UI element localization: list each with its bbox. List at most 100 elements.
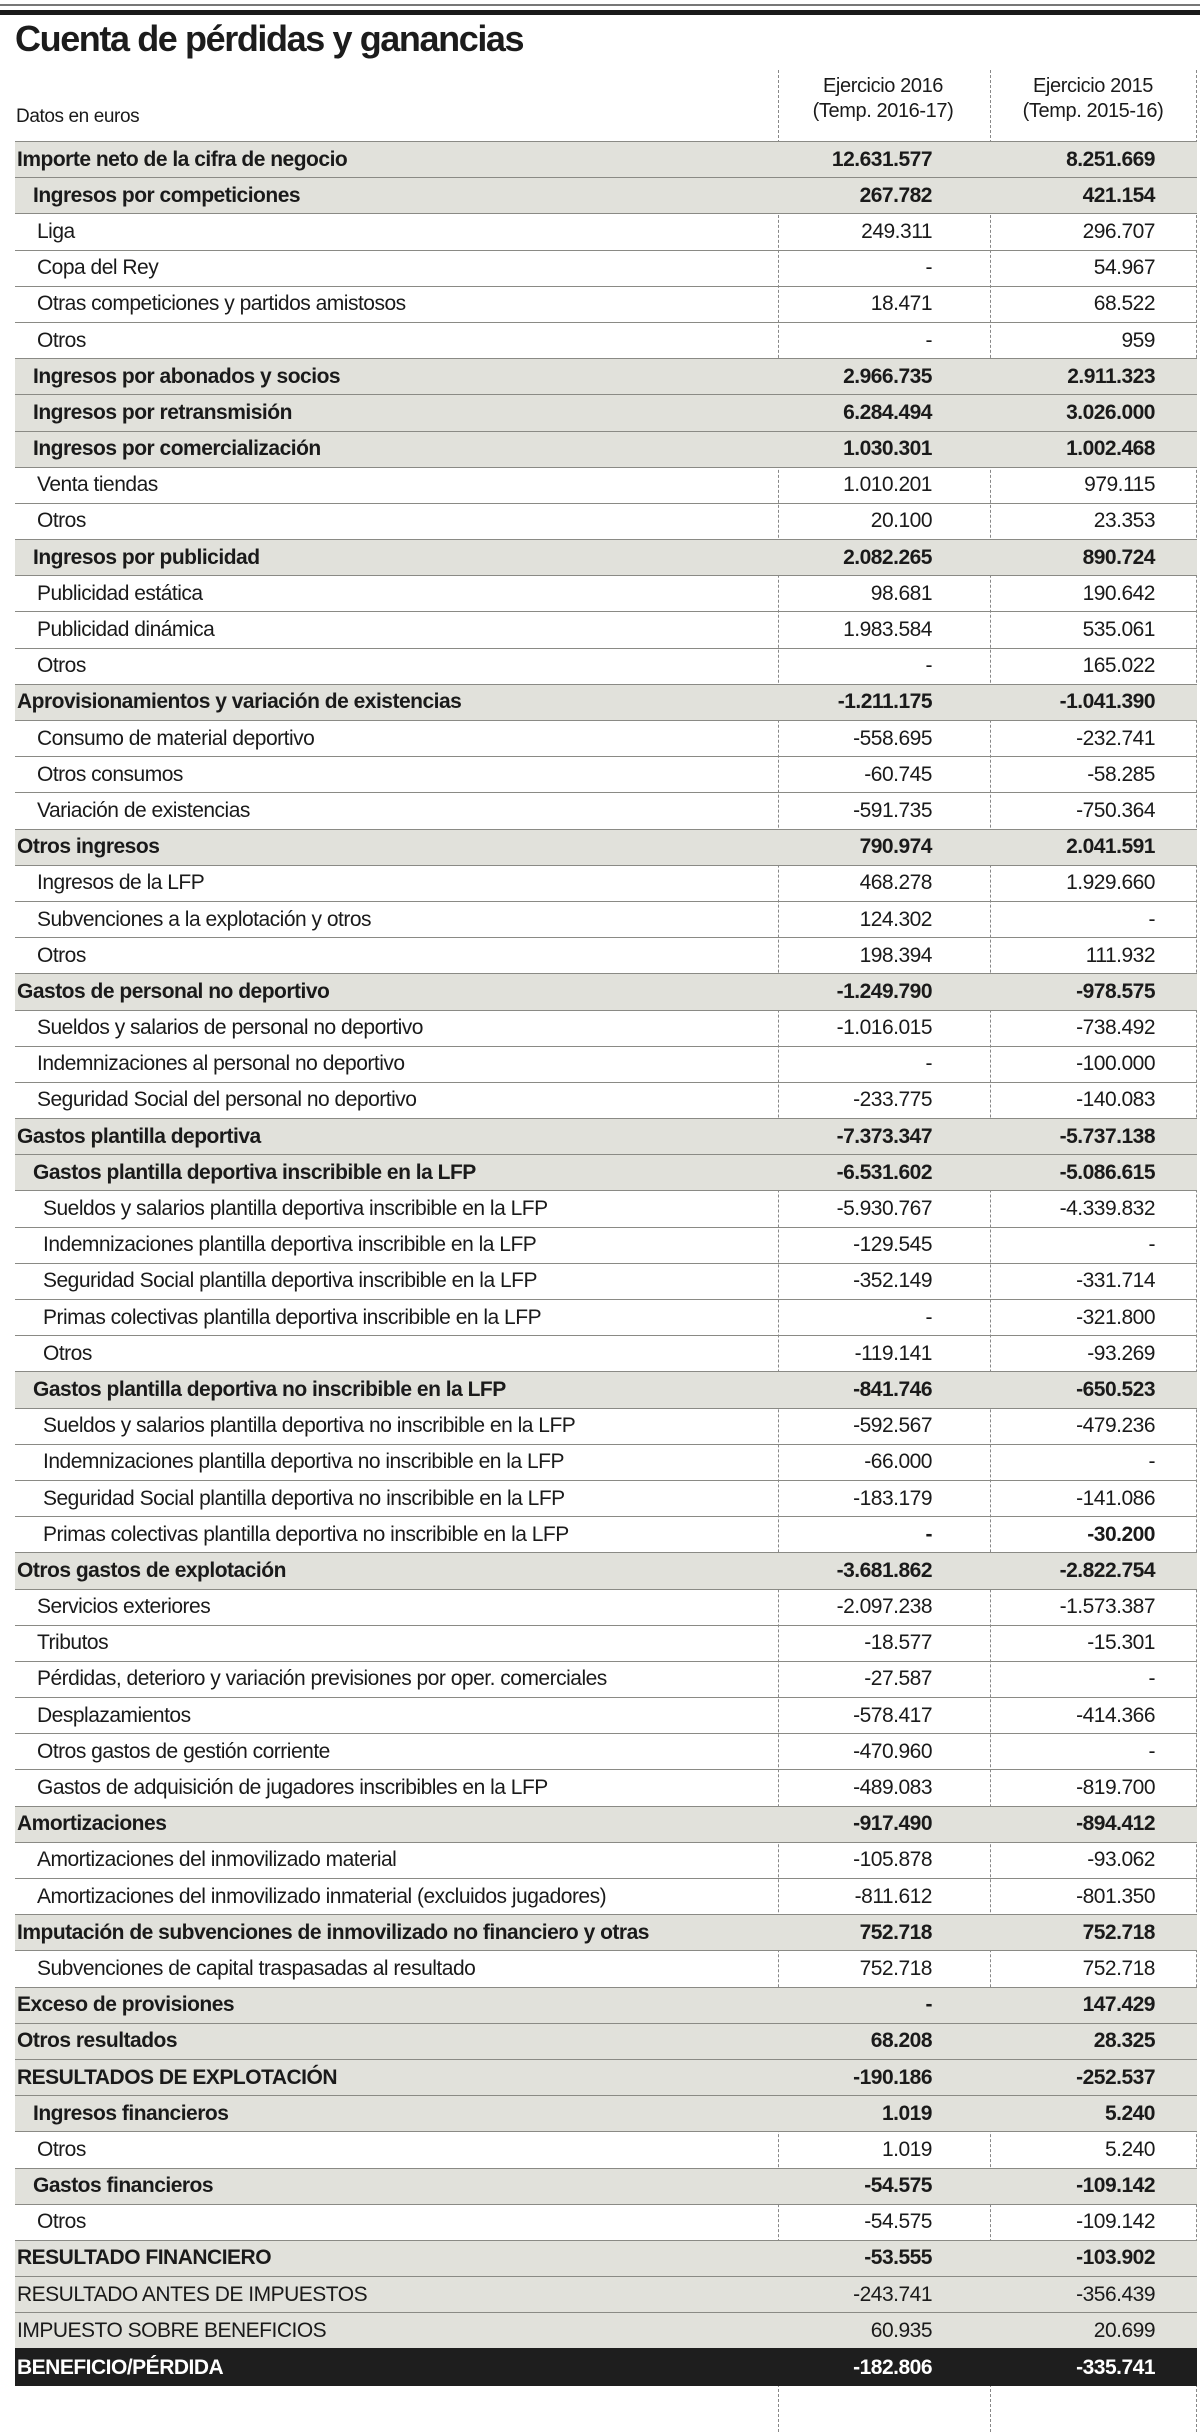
table-row: Otros consumos -60.745 -58.285 bbox=[15, 756, 1197, 792]
table-row: Indemnizaciones al personal no deportivo… bbox=[15, 1045, 1197, 1082]
value-2016: 1.019 bbox=[881, 2101, 933, 2125]
value-2016: - bbox=[925, 1052, 933, 1076]
row-label: Otros gastos de gestión corriente bbox=[37, 1739, 330, 1763]
table-row: Subvenciones de capital traspasadas al r… bbox=[15, 1950, 1197, 1986]
row-label: Exceso de provisiones bbox=[17, 1993, 235, 2017]
row-label: Liga bbox=[37, 219, 75, 243]
table-row: Imputación de subvenciones de inmoviliza… bbox=[15, 1914, 1197, 1951]
value-2015: 1.002.468 bbox=[1066, 437, 1155, 461]
row-label: Sueldos y salarios plantilla deportiva i… bbox=[43, 1197, 548, 1221]
row-label: Subvenciones a la explotación y otros bbox=[37, 907, 372, 931]
value-2015: -140.083 bbox=[1076, 1088, 1155, 1112]
top-rule-thick bbox=[0, 10, 1200, 15]
table-row: RESULTADO ANTES DE IMPUESTOS -243.741 -356… bbox=[15, 2276, 1197, 2313]
value-2015: - bbox=[1148, 1233, 1156, 1257]
value-2016: -54.575 bbox=[864, 2174, 932, 2198]
value-2015: -109.142 bbox=[1076, 2174, 1155, 2198]
value-2016: 60.935 bbox=[870, 2318, 933, 2342]
value-2016: -592.567 bbox=[853, 1414, 932, 1438]
column-divider bbox=[778, 70, 779, 2432]
value-2015: -30.200 bbox=[1087, 1522, 1155, 1546]
value-2015: -93.269 bbox=[1087, 1341, 1155, 1365]
table-row: Seguridad Social del personal no deporti… bbox=[15, 1081, 1197, 1118]
table-row: Amortizaciones -917.490 -894.412 bbox=[15, 1805, 1197, 1842]
value-2015: 68.522 bbox=[1093, 292, 1156, 316]
total-row: BENEFICIO/PÉRDIDA -182.806 -335.741 bbox=[15, 2348, 1197, 2387]
value-2015: -356.439 bbox=[1076, 2282, 1155, 2306]
page-title: Cuenta de pérdidas y ganancias bbox=[15, 18, 525, 59]
value-2015: 1.929.660 bbox=[1066, 871, 1155, 895]
value-2015: -93.062 bbox=[1087, 1848, 1155, 1872]
table-row: Gastos financieros -54.575 -109.142 bbox=[15, 2167, 1197, 2204]
table-row: IMPUESTO SOBRE BENEFICIOS 60.935 20.699 bbox=[15, 2312, 1197, 2349]
value-2015: 421.154 bbox=[1082, 183, 1156, 207]
row-label: Ingresos por retransmisión bbox=[33, 400, 292, 424]
table-row: Otras competiciones y partidos amistosos… bbox=[15, 285, 1197, 322]
value-2016: -129.545 bbox=[853, 1233, 932, 1257]
row-label: Amortizaciones del inmovilizado inmateri… bbox=[37, 1884, 607, 1908]
value-2016: -190.186 bbox=[853, 2065, 932, 2089]
value-2016: 2.082.265 bbox=[843, 545, 932, 569]
table-row: Gastos plantilla deportiva -7.373.347 -5.7… bbox=[15, 1118, 1197, 1155]
row-label: Consumo de material deportivo bbox=[37, 726, 315, 750]
value-2016: -66.000 bbox=[864, 1450, 932, 1474]
value-2016: 98.681 bbox=[870, 581, 933, 605]
row-label: Servicios exteriores bbox=[37, 1595, 211, 1619]
row-label: Copa del Rey bbox=[37, 256, 159, 280]
row-label: Otros bbox=[37, 2210, 86, 2234]
table-row: Otros 1.019 5.240 bbox=[15, 2131, 1197, 2167]
value-2015: 54.967 bbox=[1093, 256, 1156, 280]
table-row: Gastos plantilla deportiva no inscribibl… bbox=[15, 1371, 1197, 1408]
value-2016: -119.141 bbox=[854, 1341, 933, 1365]
value-2016: -489.083 bbox=[853, 1776, 932, 1800]
value-2016: 20.100 bbox=[870, 509, 933, 533]
value-2015: -1.573.387 bbox=[1059, 1595, 1156, 1619]
table-row: Gastos de adquisición de jugadores inscr… bbox=[15, 1769, 1197, 1805]
row-label: Seguridad Social del personal no deporti… bbox=[37, 1088, 417, 1112]
value-2016: -841.746 bbox=[853, 1377, 932, 1401]
value-2016: 1.030.301 bbox=[843, 437, 932, 461]
row-label: Gastos plantilla deportiva inscribible e… bbox=[33, 1160, 476, 1184]
row-label: Variación de existencias bbox=[37, 798, 250, 822]
table-row: Otros 198.394 111.932 bbox=[15, 937, 1197, 973]
value-2015: -109.142 bbox=[1076, 2210, 1155, 2234]
row-label: Imputación de subvenciones de inmoviliza… bbox=[17, 1920, 649, 1944]
value-2016: -7.373.347 bbox=[836, 1124, 933, 1148]
value-2016: 18.471 bbox=[870, 292, 933, 316]
table-row: Primas colectivas plantilla deportiva no… bbox=[15, 1516, 1197, 1552]
table-row: Otros 20.100 23.353 bbox=[15, 502, 1197, 539]
table-row: Otros resultados 68.208 28.325 bbox=[15, 2022, 1197, 2059]
value-2016: -558.695 bbox=[853, 726, 932, 750]
table-row: Primas colectivas plantilla deportiva in… bbox=[15, 1299, 1197, 1335]
table-row: Seguridad Social plantilla deportiva no … bbox=[15, 1479, 1197, 1516]
value-2015: -1.041.390 bbox=[1059, 690, 1156, 714]
value-2015: -650.523 bbox=[1076, 1377, 1155, 1401]
table-row: RESULTADO FINANCIERO -53.555 -103.902 bbox=[15, 2239, 1197, 2277]
row-label: Pérdidas, deterioro y variación previsio… bbox=[37, 1667, 607, 1691]
value-2016: 1.983.584 bbox=[843, 618, 932, 642]
value-2016: 124.302 bbox=[859, 907, 933, 931]
row-label: Ingresos por publicidad bbox=[33, 545, 260, 569]
row-label: Aprovisionamientos y variación de existe… bbox=[17, 690, 462, 714]
value-2015: -5.737.138 bbox=[1059, 1124, 1156, 1148]
row-label: Gastos de personal no deportivo bbox=[17, 979, 330, 1003]
value-2016: -470.960 bbox=[853, 1739, 932, 1763]
table-row: Ingresos por abonados y socios 2.966.735 2… bbox=[15, 358, 1197, 395]
column-header-2015-title: Ejercicio 2015 bbox=[1032, 75, 1154, 97]
units-label: Datos en euros bbox=[16, 106, 140, 127]
table-row: Ingresos de la LFP 468.278 1.929.660 bbox=[15, 864, 1197, 901]
table-row: Pérdidas, deterioro y variación previsio… bbox=[15, 1660, 1197, 1697]
row-label: Sueldos y salarios de personal no deport… bbox=[37, 1016, 423, 1040]
column-header-2016-season: (Temp. 2016-17) bbox=[812, 100, 954, 122]
row-label: Ingresos por competiciones bbox=[33, 183, 301, 207]
value-2016: 1.019 bbox=[881, 2137, 933, 2161]
value-2016: - bbox=[925, 1305, 933, 1329]
table-row: Otros -54.575 -109.142 bbox=[15, 2203, 1197, 2240]
row-label: Otros bbox=[37, 2137, 86, 2161]
value-2015: -103.902 bbox=[1076, 2246, 1155, 2270]
table-row: Aprovisionamientos y variación de existe… bbox=[15, 683, 1197, 720]
table-row: Publicidad dinámica 1.983.584 535.061 bbox=[15, 611, 1197, 647]
table-row: Ingresos por publicidad 2.082.265 890.724 bbox=[15, 539, 1197, 576]
row-label: Amortizaciones bbox=[17, 1812, 167, 1836]
value-2016: - bbox=[925, 328, 933, 352]
